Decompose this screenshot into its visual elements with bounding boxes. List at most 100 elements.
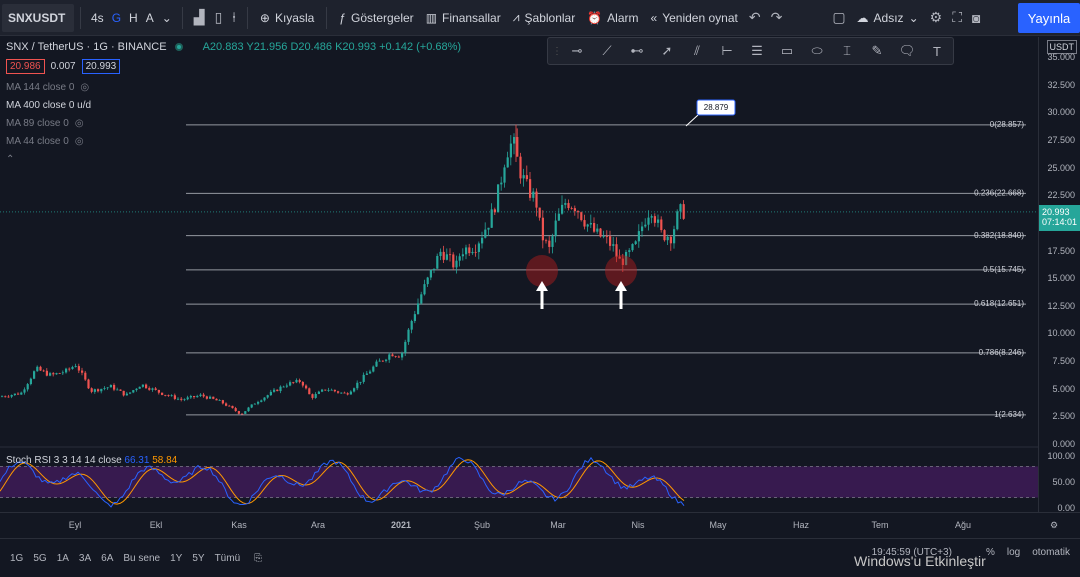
publish-button[interactable]: Yayınla: [1018, 3, 1080, 33]
candle-body: [285, 385, 288, 387]
candles-icon[interactable]: ▯: [214, 9, 223, 25]
ohlc-values: A20.883 Y21.956 D20.486 K20.993 +0.142 (…: [202, 41, 462, 53]
bar-style-icon[interactable]: ▟: [193, 9, 205, 25]
candle-body: [241, 413, 244, 415]
brush-icon[interactable]: ✎: [871, 43, 883, 58]
candle-body: [151, 388, 154, 390]
ellipse-icon[interactable]: ⬭: [811, 43, 823, 58]
fibonacci-retracement[interactable]: 0(28.857) 0.236(22.668) 0.382(18.840) 0.5(1…: [0, 120, 1038, 419]
clock-time[interactable]: 19:45:59 (UTC+3): [871, 547, 952, 558]
camera-icon[interactable]: ◙: [972, 9, 981, 26]
annotations: 28.879: [526, 99, 736, 309]
chart-legend: SNX / TetherUS · 1G · BINANCE A20.883 Y2…: [6, 41, 462, 165]
ma-89-row[interactable]: MA 89 close 0 ◎: [6, 117, 461, 129]
candle-body: [292, 382, 295, 383]
text-icon[interactable]: T: [933, 43, 941, 59]
time-axis[interactable]: ⚙ Eyl Ekl Kas Ara 2021 Şub Mar Nis May Haz Tem Ağu: [0, 512, 1080, 538]
financials-button[interactable]: ▥ Finansallar: [420, 4, 507, 32]
ma-400-row[interactable]: MA 400 close 0 u/d: [6, 100, 461, 111]
interval-4s[interactable]: 4s: [91, 10, 104, 25]
compare-button[interactable]: ⊕ Kıyasla: [254, 4, 320, 32]
last-price-value: 20.993: [1042, 207, 1070, 217]
candle-body: [535, 191, 538, 208]
eye-off-icon[interactable]: ◎: [74, 135, 84, 147]
chart-canvas[interactable]: 0(28.857) 0.236(22.668) 0.382(18.840) 0.5(1…: [0, 37, 1038, 512]
symbol-search[interactable]: SNXUSDT: [2, 3, 74, 32]
candle-body: [410, 321, 413, 330]
candle-body: [404, 341, 407, 353]
alarm-clock-icon: ⏰: [587, 10, 603, 25]
range-button[interactable]: 1A: [56, 552, 69, 564]
range-button[interactable]: 6A: [101, 552, 114, 564]
parallel-channel-icon[interactable]: ⫽: [694, 43, 700, 58]
layout-name-button[interactable]: ☁ Adsız ⌄: [851, 4, 925, 32]
candle-body: [538, 207, 541, 218]
horizontal-line-icon[interactable]: ⊸: [571, 43, 583, 58]
buy-price[interactable]: 20.993: [81, 59, 121, 74]
chevron-down-icon[interactable]: ⌄: [161, 10, 172, 25]
candle-body: [666, 236, 669, 241]
candle-body: [215, 398, 218, 401]
candle-type-icon[interactable]: ⍿: [232, 9, 236, 25]
date-range-icon[interactable]: ⊢: [721, 43, 733, 58]
templates-button[interactable]: ⩘ Şablonlar: [507, 4, 581, 32]
candle-body: [289, 382, 292, 386]
ma-44-row[interactable]: MA 44 close 0 ◎: [6, 135, 461, 147]
interval-g[interactable]: G: [111, 10, 122, 25]
replay-button[interactable]: « Yeniden oynat: [645, 4, 744, 32]
candle-body: [119, 389, 122, 391]
percent-toggle[interactable]: %: [985, 547, 995, 558]
alarm-button[interactable]: ⏰ Alarm: [581, 4, 644, 32]
currency-badge[interactable]: USDT: [1046, 40, 1077, 54]
ma-144-row[interactable]: MA 144 close 0 ◎: [6, 81, 461, 93]
candle-body: [317, 391, 320, 394]
ray-icon[interactable]: ⊷: [630, 43, 644, 58]
candle-body: [321, 389, 324, 392]
interval-a[interactable]: A: [145, 10, 154, 25]
candle-body: [567, 203, 570, 209]
candle-body: [503, 167, 506, 183]
candle-body: [269, 391, 272, 396]
chart-pane[interactable]: 0(28.857) 0.236(22.668) 0.382(18.840) 0.5(1…: [0, 37, 1038, 512]
eye-off-icon[interactable]: ◎: [74, 117, 84, 129]
candle-body: [237, 411, 240, 414]
indicators-button[interactable]: ƒ Göstergeler: [333, 4, 419, 32]
collapse-legend-button[interactable]: ⌃: [6, 154, 461, 165]
range-button[interactable]: Tümü: [214, 552, 241, 564]
text-cursor-icon[interactable]: ⌶: [843, 43, 851, 58]
range-button[interactable]: 5Y: [192, 552, 205, 564]
range-button[interactable]: Bu sene: [123, 552, 161, 564]
log-toggle[interactable]: log: [1006, 547, 1021, 558]
candle-body: [87, 379, 90, 389]
candle-body: [423, 284, 426, 295]
candle-body: [532, 191, 535, 198]
eye-off-icon[interactable]: ◎: [80, 81, 90, 93]
candle-body: [420, 294, 423, 304]
layout-square-icon[interactable]: ▢: [832, 9, 846, 25]
sell-price[interactable]: 20.986: [6, 59, 45, 74]
range-button[interactable]: 5G: [33, 552, 47, 564]
auto-toggle[interactable]: otomatik: [1032, 547, 1070, 558]
redo-icon[interactable]: ↷: [770, 9, 783, 25]
candle-body: [205, 396, 208, 399]
fib-level-label: 0.236(22.668): [974, 188, 1024, 197]
date-range-calendar-icon[interactable]: ⎘: [254, 552, 263, 564]
range-button[interactable]: 1Y: [170, 552, 183, 564]
candle-body: [381, 360, 384, 362]
candle-body: [570, 208, 573, 209]
fullscreen-icon[interactable]: ⛶: [952, 9, 962, 25]
range-button[interactable]: 1G: [10, 552, 24, 564]
gear-icon[interactable]: ⚙: [1049, 520, 1059, 530]
rectangle-icon[interactable]: ▭: [780, 43, 794, 58]
trend-line-icon[interactable]: ⟋: [602, 43, 612, 58]
interval-h[interactable]: H: [129, 10, 138, 25]
candle-body: [557, 213, 560, 221]
range-button[interactable]: 3A: [78, 552, 92, 564]
arrow-line-icon[interactable]: ➚: [661, 43, 673, 58]
undo-icon[interactable]: ↶: [748, 9, 761, 25]
gear-icon[interactable]: ⚙: [929, 9, 943, 25]
callout-icon[interactable]: 🗨: [898, 43, 916, 58]
fib-icon[interactable]: ☰: [751, 43, 763, 58]
price-axis[interactable]: USDT 35.000 32.500 30.000 27.500 25.000 22.50…: [1038, 37, 1080, 513]
drag-handle-icon[interactable]: ⋮: [552, 45, 562, 57]
